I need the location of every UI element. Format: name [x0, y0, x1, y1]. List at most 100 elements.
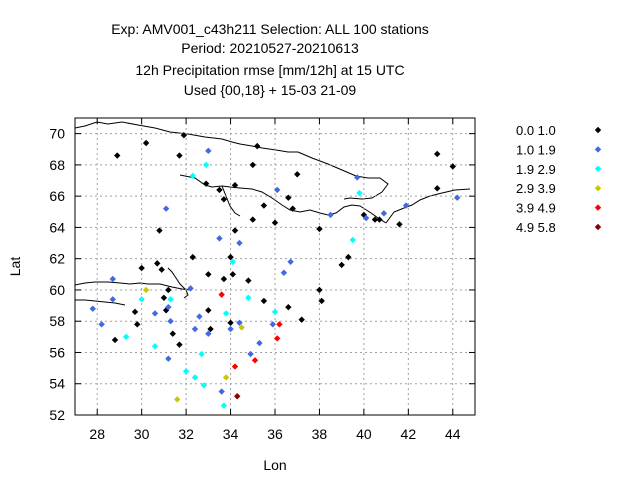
station-point-s0-5 — [216, 186, 223, 194]
station-point-s0-12 — [249, 216, 256, 223]
station-point-s0-38 — [162, 307, 170, 314]
station-point-s1-26 — [256, 339, 263, 347]
station-point-s0-3 — [180, 131, 188, 139]
station-point-s0-45 — [260, 297, 268, 305]
station-point-s0-8 — [249, 161, 256, 169]
station-point-s0-17 — [371, 216, 379, 223]
legend-entry-label-5: 4.9 5.8 — [516, 220, 556, 235]
station-point-s1-8 — [454, 194, 461, 201]
chart-title-line-4: Used {00,18} + 15-03 21-09 — [183, 82, 357, 98]
station-point-s4-4 — [231, 363, 239, 370]
station-point-s1-21 — [196, 313, 203, 320]
y-tick-label-4: 60 — [49, 282, 65, 298]
station-point-s0-20 — [434, 185, 441, 192]
station-point-s0-49 — [318, 297, 325, 305]
coastline-kola — [74, 121, 298, 153]
station-point-s0-7 — [254, 142, 261, 150]
station-point-s0-22 — [220, 196, 228, 203]
station-point-s1-14 — [89, 305, 96, 312]
x-tick-label-7: 42 — [401, 426, 417, 442]
station-point-s1-7 — [402, 202, 410, 209]
station-point-s0-43 — [176, 341, 183, 348]
station-point-s0-36 — [131, 308, 139, 316]
x-tick-label-5: 38 — [312, 426, 328, 442]
station-point-s1-11 — [287, 258, 294, 266]
station-point-s1-4 — [327, 211, 334, 219]
station-point-s1-18 — [165, 303, 172, 311]
x-tick-label-4: 36 — [267, 426, 283, 442]
station-point-s1-29 — [165, 355, 172, 362]
station-point-s0-27 — [158, 266, 165, 273]
station-point-s0-31 — [245, 277, 252, 284]
coastline-kandalaksha — [179, 174, 283, 206]
station-point-s1-19 — [151, 310, 159, 317]
station-point-s0-39 — [205, 307, 212, 314]
station-point-s2-0 — [202, 161, 210, 169]
chart-title-line-1: Exp: AMV001_c43h211 Selection: ALL 100 s… — [111, 21, 429, 37]
station-point-s0-48 — [316, 286, 323, 294]
station-point-s4-2 — [274, 335, 281, 342]
x-tick-label-0: 28 — [89, 426, 105, 442]
station-point-s0-37 — [134, 321, 141, 328]
plot-frame — [74, 117, 476, 416]
y-tick-label-0: 52 — [49, 407, 65, 423]
station-point-s0-42 — [169, 330, 176, 337]
station-point-s0-2 — [176, 152, 183, 159]
station-point-s0-50 — [338, 261, 345, 269]
station-point-s2-4 — [167, 296, 174, 303]
station-point-s3-0 — [142, 286, 150, 294]
y-tick-label-6: 64 — [49, 219, 65, 235]
station-point-s2-5 — [151, 343, 159, 350]
station-point-s0-21 — [449, 163, 456, 170]
y-tick-label-7: 66 — [49, 188, 65, 204]
y-tick-label-3: 58 — [49, 313, 65, 329]
station-point-s1-28 — [247, 350, 254, 358]
data-points — [89, 131, 461, 409]
legend-entry-marker-3 — [594, 185, 602, 192]
station-point-s1-25 — [236, 319, 243, 326]
x-axis-label: Lon — [263, 457, 286, 473]
station-point-s5-0 — [234, 393, 241, 400]
station-point-s0-15 — [316, 225, 323, 233]
station-point-s1-22 — [191, 325, 199, 333]
station-point-s0-30 — [229, 271, 236, 278]
coastline-onega-bay — [221, 185, 241, 217]
station-point-s0-26 — [154, 260, 161, 267]
legend-entry-marker-4 — [594, 204, 602, 211]
station-point-s2-16 — [220, 402, 228, 409]
station-point-s0-10 — [294, 171, 301, 178]
station-point-s0-33 — [138, 264, 145, 272]
station-point-s0-46 — [285, 303, 292, 311]
coastline-white-sea-north — [297, 151, 389, 200]
station-point-s0-51 — [345, 253, 352, 261]
station-point-s2-2 — [122, 333, 130, 341]
legend-entry-marker-2 — [594, 165, 602, 172]
station-point-s0-4 — [202, 180, 210, 187]
x-tick-label-8: 44 — [445, 426, 461, 442]
station-point-s0-28 — [205, 271, 212, 278]
legend-entry-label-1: 1.0 1.9 — [516, 142, 556, 157]
y-tick-label-5: 62 — [49, 251, 65, 267]
station-point-s2-15 — [356, 189, 363, 197]
x-tick-label-3: 34 — [223, 426, 239, 442]
station-point-s1-24 — [227, 325, 234, 333]
y-axis-label: Lat — [7, 257, 23, 277]
station-point-s0-40 — [207, 325, 214, 333]
station-point-s0-18 — [396, 221, 403, 228]
station-point-s4-1 — [276, 321, 283, 328]
station-point-s0-29 — [227, 253, 234, 261]
coastline-layer — [74, 121, 471, 306]
station-point-s2-10 — [229, 258, 236, 266]
station-point-s2-8 — [200, 382, 208, 389]
station-point-s1-0 — [205, 147, 212, 155]
legend-entry-label-2: 1.9 2.9 — [516, 162, 556, 177]
legend-entry-marker-5 — [594, 223, 602, 231]
station-point-s0-19 — [434, 150, 441, 158]
station-point-s1-23 — [205, 330, 212, 337]
station-point-s1-13 — [109, 275, 116, 283]
x-tick-label-6: 40 — [356, 426, 372, 442]
station-point-s2-6 — [182, 368, 190, 375]
station-point-s3-1 — [238, 324, 245, 331]
station-point-s0-13 — [271, 219, 279, 226]
y-tick-label-8: 68 — [49, 157, 65, 173]
